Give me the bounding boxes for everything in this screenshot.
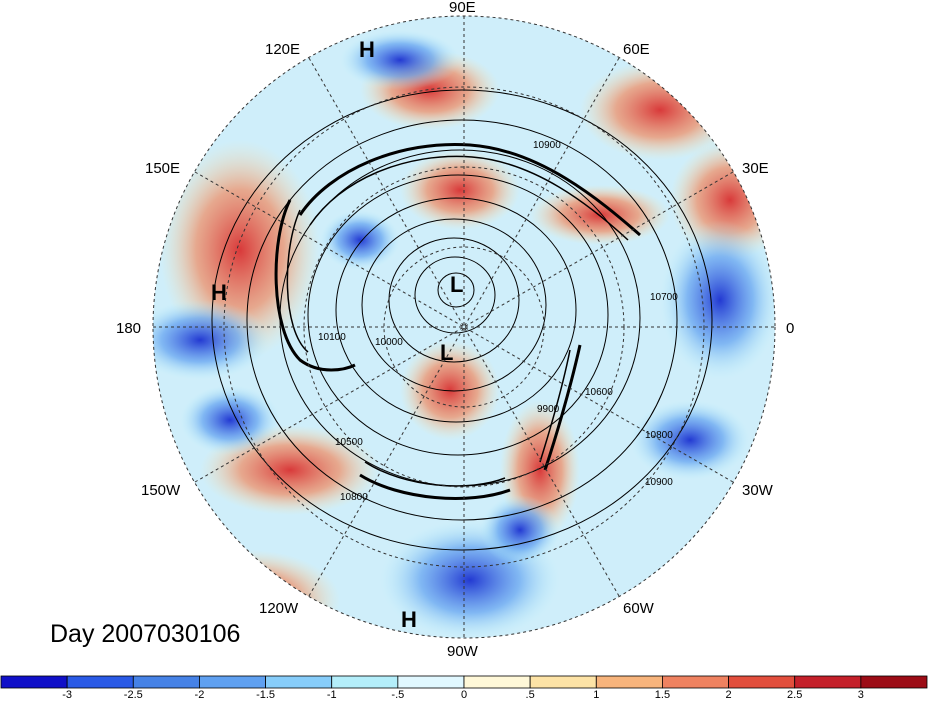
contour-label: 9900	[537, 404, 560, 415]
colorbar-tick-label: 1	[593, 689, 600, 701]
colorbar-tick-label: 1.5	[654, 689, 671, 701]
colorbar-swatch	[397, 675, 465, 689]
colorbar-tick-label: -3	[62, 689, 73, 701]
colorbar-tick-label: 2	[725, 689, 732, 701]
colorbar-tick-label: -.5	[391, 689, 405, 701]
contour-label: 10500	[335, 437, 363, 448]
lon-label-30e: 30E	[742, 160, 769, 177]
low-pressure-label: L	[450, 272, 464, 297]
colorbar-swatch	[66, 675, 134, 689]
anomaly-field	[153, 16, 775, 638]
colorbar-tick-label: -1	[326, 689, 337, 701]
lon-label-90w: 90W	[447, 643, 478, 660]
colorbar-swatch	[529, 675, 597, 689]
colorbar-tick-label: .5	[525, 689, 535, 701]
contour-label: 10900	[533, 140, 561, 151]
colorbar-swatch	[794, 675, 862, 689]
contour-label: 10100	[318, 332, 346, 343]
lon-label-150w: 150W	[141, 482, 181, 499]
colorbar-tick-label: -2	[194, 689, 205, 701]
colorbar-swatch	[265, 675, 333, 689]
colorbar-tick-label: -2.5	[123, 689, 143, 701]
contour-label: 10000	[375, 337, 403, 348]
lon-label-90e: 90E	[449, 0, 476, 16]
lon-label-60e: 60E	[623, 41, 650, 58]
colorbar	[0, 675, 928, 689]
colorbar-swatch	[662, 675, 729, 689]
contour-label: 10800	[340, 492, 368, 503]
low-pressure-label: L	[440, 340, 454, 365]
colorbar-tick-label: 2.5	[787, 689, 803, 701]
lon-label-30w: 30W	[742, 482, 773, 499]
colorbar-tick-label: 3	[857, 689, 864, 701]
contour-label: 10900	[645, 477, 673, 488]
contour-label: 10600	[585, 387, 613, 398]
colorbar-swatch	[860, 675, 928, 689]
colorbar-swatch	[463, 675, 531, 689]
lon-label-150e: 150E	[145, 160, 181, 177]
lon-label-180: 180	[116, 320, 142, 337]
colorbar-swatch	[0, 675, 68, 689]
colorbar-swatch	[331, 675, 399, 689]
high-pressure-label: H	[401, 607, 417, 632]
lon-label-120w: 120W	[259, 600, 299, 617]
map-title: Day 2007030106	[50, 620, 241, 648]
colorbar-tick-label: 0	[460, 689, 468, 701]
lon-label-0: 0	[786, 320, 795, 337]
colorbar-tick-label: -1.5	[256, 689, 276, 701]
lon-label-120e: 120E	[265, 41, 301, 58]
colorbar-swatch	[199, 675, 266, 689]
contour-label: 10700	[650, 292, 678, 303]
high-pressure-label: H	[211, 280, 227, 305]
colorbar-swatch	[728, 675, 796, 689]
high-pressure-label: H	[359, 37, 375, 62]
colorbar-swatch	[132, 675, 200, 689]
contour-label: 10800	[645, 430, 673, 441]
colorbar-swatch	[595, 675, 663, 689]
lon-label-60w: 60W	[623, 600, 654, 617]
